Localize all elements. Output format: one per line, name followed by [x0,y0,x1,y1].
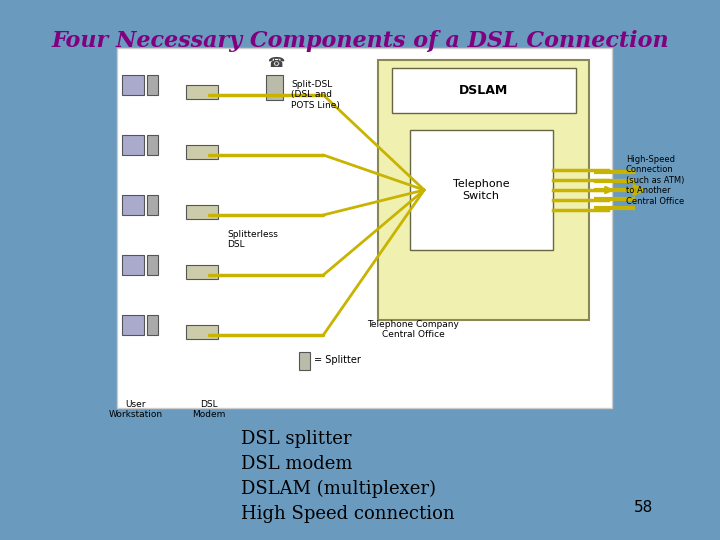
Text: DSLAM: DSLAM [459,84,508,98]
FancyBboxPatch shape [186,145,218,159]
FancyBboxPatch shape [392,68,575,113]
FancyBboxPatch shape [186,205,218,219]
FancyBboxPatch shape [122,255,145,275]
Text: User
Workstation: User Workstation [108,400,162,420]
Text: Splitterless
DSL: Splitterless DSL [227,230,278,249]
FancyBboxPatch shape [147,75,158,95]
Text: DSLAM (multiplexer): DSLAM (multiplexer) [240,480,436,498]
Text: DSL
Modem: DSL Modem [192,400,225,420]
Text: Telephone Company
Central Office: Telephone Company Central Office [367,320,459,340]
FancyBboxPatch shape [147,195,158,215]
Text: Four Necessary Components of a DSL Connection: Four Necessary Components of a DSL Conne… [51,30,669,52]
FancyBboxPatch shape [122,135,145,155]
Text: = Splitter: = Splitter [314,355,361,365]
FancyBboxPatch shape [147,315,158,335]
FancyBboxPatch shape [186,265,218,279]
FancyBboxPatch shape [117,48,612,408]
Text: High Speed connection: High Speed connection [240,505,454,523]
FancyBboxPatch shape [266,75,283,100]
Text: DSL splitter: DSL splitter [240,430,351,448]
FancyBboxPatch shape [147,255,158,275]
Text: DSL modem: DSL modem [240,455,352,473]
FancyBboxPatch shape [147,135,158,155]
FancyBboxPatch shape [186,325,218,339]
FancyBboxPatch shape [122,315,145,335]
Text: 58: 58 [634,500,654,515]
FancyBboxPatch shape [186,85,218,99]
Text: ☎: ☎ [267,56,284,70]
Text: Split-DSL
(DSL and
POTS Line): Split-DSL (DSL and POTS Line) [291,80,340,110]
FancyBboxPatch shape [122,195,145,215]
Text: Telephone
Switch: Telephone Switch [453,179,509,201]
FancyBboxPatch shape [122,75,145,95]
FancyBboxPatch shape [378,60,589,320]
FancyBboxPatch shape [410,130,553,250]
FancyBboxPatch shape [299,352,310,370]
Text: High-Speed
Connection
(such as ATM)
to Another
Central Office: High-Speed Connection (such as ATM) to A… [626,155,684,206]
